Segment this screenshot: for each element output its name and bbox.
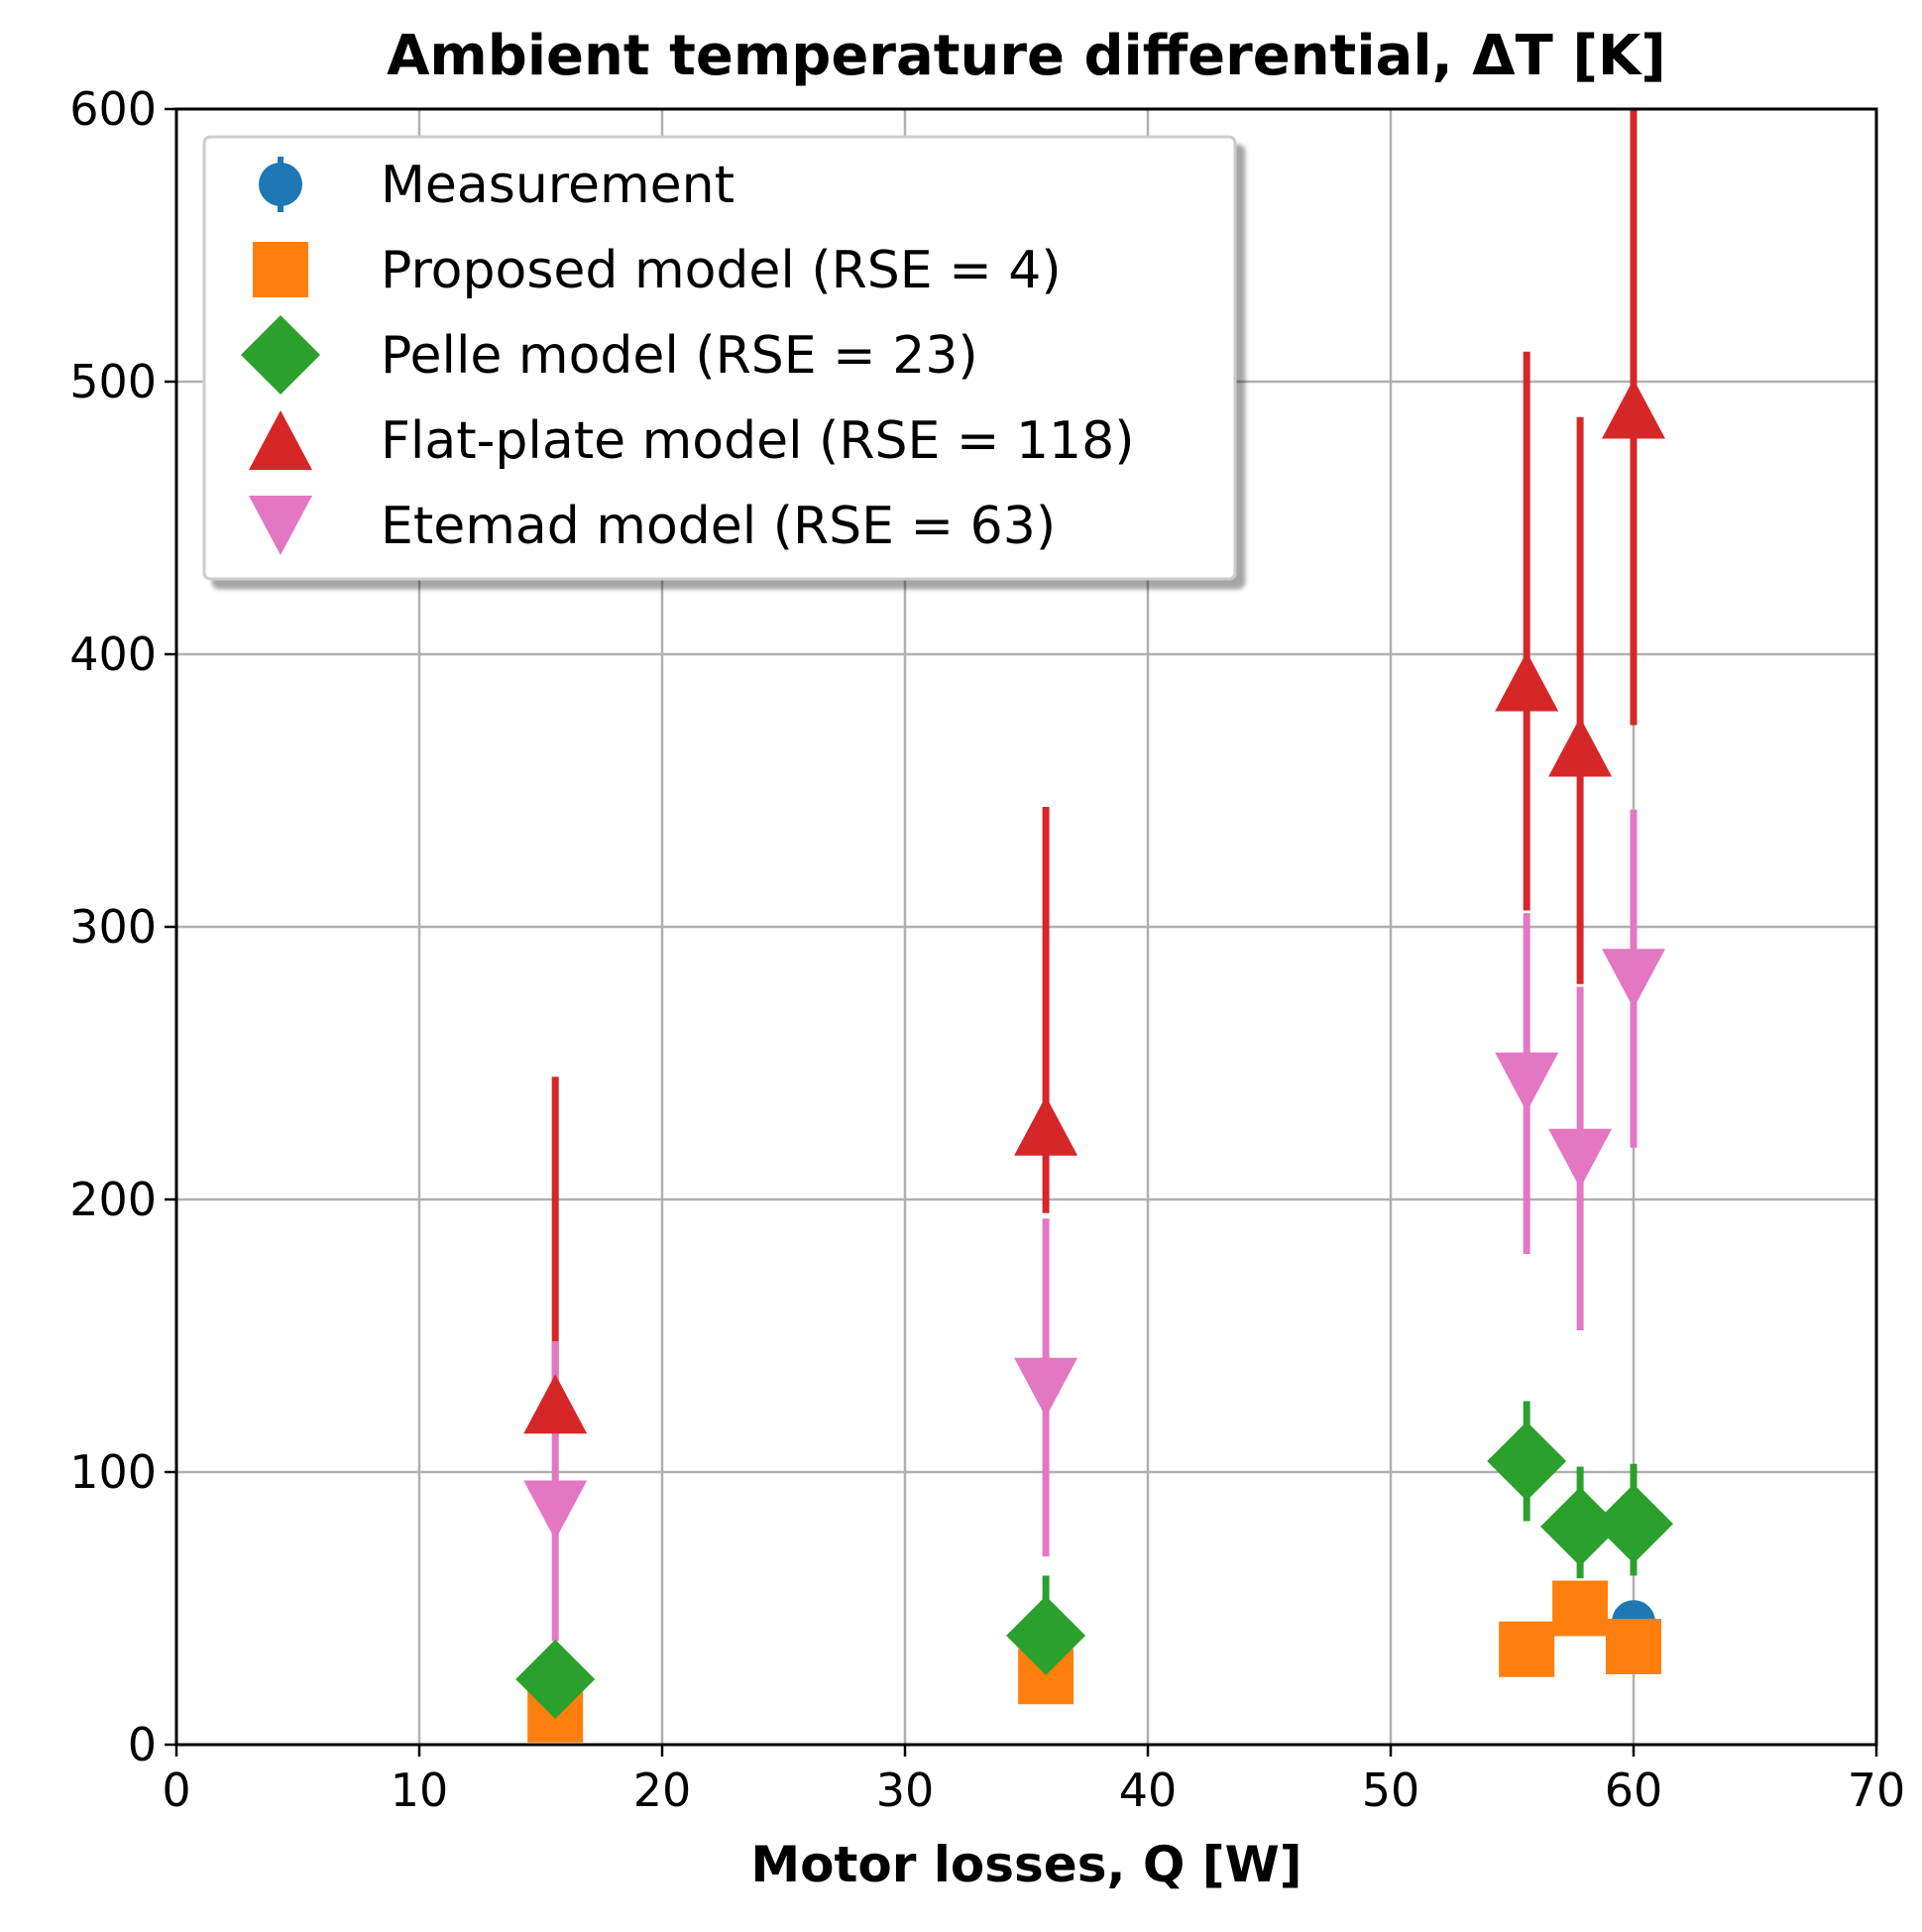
data-point <box>1594 1484 1673 1564</box>
data-point <box>1499 1621 1555 1677</box>
legend-entries: Measurement Proposed model (RSE = 4) Pelle… <box>241 156 1135 556</box>
data-point <box>1606 1619 1661 1674</box>
data-point <box>1495 1052 1559 1112</box>
legend-entry: Flat-plate model (RSE = 118) <box>249 410 1135 471</box>
series-2-errorbars <box>1042 1401 1638 1636</box>
x-tick-label: 40 <box>1119 1763 1178 1817</box>
legend-marker <box>249 496 312 555</box>
x-tick-label: 20 <box>633 1763 692 1817</box>
x-tick-label: 0 <box>162 1763 190 1817</box>
legend-entry: Pelle model (RSE = 23) <box>241 315 978 395</box>
data-point <box>523 1374 588 1434</box>
chart-title: Ambient temperature differential, ΔT [K] <box>387 24 1666 88</box>
legend-entry: Measurement <box>259 156 735 215</box>
series-0-markers <box>533 1589 1655 1729</box>
data-point <box>1540 1487 1621 1566</box>
y-tick-label: 0 <box>128 1718 157 1771</box>
legend: Measurement Proposed model (RSE = 4) Pelle… <box>202 135 1237 581</box>
series-4-errorbars <box>551 809 1638 1642</box>
data-point <box>1495 651 1559 712</box>
x-tick-label: 30 <box>876 1763 935 1817</box>
data-point <box>1014 1357 1078 1418</box>
data-point <box>1487 1421 1567 1501</box>
y-tick-label: 300 <box>69 900 157 954</box>
legend-marker <box>259 163 302 206</box>
legend-label: Pelle model (RSE = 23) <box>381 326 978 386</box>
y-tick-label: 200 <box>69 1173 157 1226</box>
x-tick-label: 50 <box>1362 1763 1420 1817</box>
legend-label: Proposed model (RSE = 4) <box>381 241 1062 300</box>
series-0-errorbars <box>551 1600 1638 1718</box>
y-tick-label: 400 <box>69 627 157 681</box>
legend-entry: Proposed model (RSE = 4) <box>253 241 1062 300</box>
series-3-markers <box>523 379 1665 1434</box>
legend-marker <box>249 410 312 470</box>
legend-label: Etemad model (RSE = 63) <box>381 497 1056 556</box>
x-axis-label: Motor losses, Q [W] <box>750 1836 1301 1893</box>
y-tick-label: 600 <box>69 82 157 136</box>
data-point <box>1006 1596 1086 1675</box>
axis-ticks: 0 10 20 30 40 50 60 70 0 100 200 300 400 500 600 <box>69 82 1905 1817</box>
legend-box <box>202 135 1237 581</box>
legend-label: Measurement <box>381 156 735 215</box>
data-point <box>1548 1128 1613 1189</box>
data-point <box>523 1480 588 1540</box>
data-point <box>1602 379 1665 439</box>
series-4-markers <box>523 949 1665 1540</box>
series-2-markers <box>515 1421 1673 1719</box>
series-1-markers <box>527 1580 1661 1743</box>
data-point <box>1602 949 1665 1009</box>
data-point <box>515 1640 596 1719</box>
legend-entry: Etemad model (RSE = 63) <box>249 496 1056 556</box>
y-tick-label: 100 <box>69 1445 157 1499</box>
legend-marker <box>241 315 320 395</box>
data-point <box>1014 1095 1078 1156</box>
data-markers <box>515 379 1673 1743</box>
x-tick-label: 10 <box>391 1763 449 1817</box>
x-tick-label: 70 <box>1848 1763 1906 1817</box>
x-tick-label: 60 <box>1605 1763 1663 1817</box>
plot-frame <box>174 107 1878 1747</box>
legend-label: Flat-plate model (RSE = 118) <box>381 411 1135 471</box>
data-point <box>1548 717 1613 777</box>
data-point <box>1552 1580 1609 1637</box>
legend-marker <box>253 242 308 297</box>
y-tick-label: 500 <box>69 355 157 408</box>
